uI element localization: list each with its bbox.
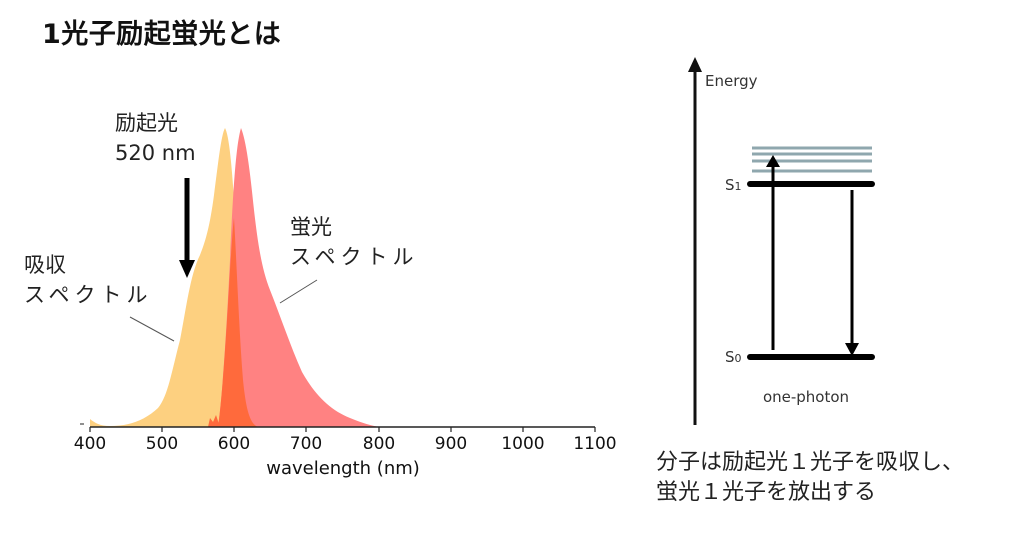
- emission-label-line2: スペクトル: [290, 245, 419, 269]
- emission-arrow-icon: [845, 190, 859, 356]
- svg-text:1100: 1100: [573, 434, 616, 454]
- energy-diagram: Energy S1 S0 one-photon: [688, 57, 875, 425]
- caption-line2: 蛍光１光子を放出する: [656, 480, 877, 505]
- energy-label: Energy: [705, 72, 758, 90]
- x-axis-label: wavelength (nm): [266, 458, 420, 479]
- absorption-spectrum-label: 吸収 スペクトル: [24, 250, 153, 310]
- emission-label-line1: 蛍光: [290, 215, 332, 239]
- page-title: 1光子励起蛍光とは: [42, 19, 282, 50]
- overlap-noise: [208, 415, 220, 427]
- absorption-arrow-icon: [766, 155, 780, 350]
- overlap-area: [218, 218, 258, 427]
- svg-text:1000: 1000: [501, 434, 544, 454]
- svg-text:500: 500: [146, 434, 178, 454]
- x-tick-labels: 400 500 600 700 800 900 1000 1100: [74, 434, 617, 454]
- svg-text:800: 800: [363, 434, 395, 454]
- emission-leader-line: [279, 279, 318, 304]
- excitation-label-name: 励起光: [115, 111, 178, 135]
- svg-text:700: 700: [290, 434, 322, 454]
- s1-label: S1: [725, 176, 742, 194]
- one-photon-label: one-photon: [763, 388, 849, 406]
- x-ticks: [89, 427, 596, 432]
- svg-text:600: 600: [218, 434, 250, 454]
- absorption-label-line2: スペクトル: [24, 283, 153, 307]
- svg-text:400: 400: [74, 434, 106, 454]
- excitation-label: 励起光 520 nm: [115, 108, 196, 168]
- emission-spectrum-label: 蛍光 スペクトル: [290, 212, 419, 272]
- excitation-wavelength: 520 nm: [115, 141, 196, 165]
- explanation-caption: 分子は励起光１光子を吸収し、 蛍光１光子を放出する: [656, 448, 964, 508]
- absorption-spectrum-area: [90, 128, 258, 427]
- vibrational-levels: [752, 146, 872, 173]
- excitation-arrow-icon: [179, 178, 195, 278]
- caption-line1: 分子は励起光１光子を吸収し、: [656, 450, 965, 475]
- svg-text:900: 900: [435, 434, 467, 454]
- absorption-leader-line: [129, 316, 175, 342]
- emission-spectrum-area: [218, 128, 380, 427]
- absorption-label-line1: 吸収: [24, 253, 66, 277]
- energy-axis-arrow-icon: [688, 57, 702, 72]
- s0-label: S0: [725, 348, 742, 366]
